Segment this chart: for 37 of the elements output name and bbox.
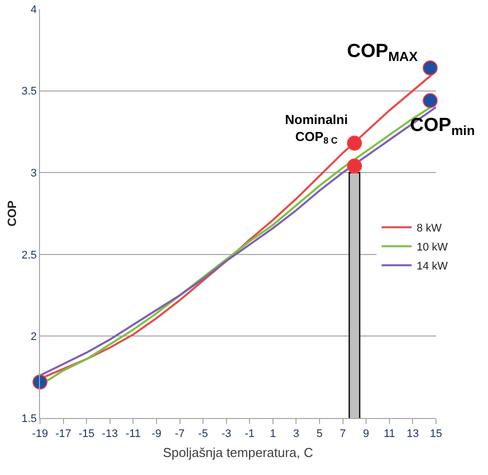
annotation: COP$_{MAX}$ bbox=[347, 41, 418, 64]
x-tick-label: 3 bbox=[293, 428, 300, 440]
y-axis-title: COP bbox=[4, 200, 19, 227]
x-tick-label: -11 bbox=[126, 428, 141, 440]
x-tick-label: 9 bbox=[363, 428, 370, 440]
annotation: COP$_{min}$ bbox=[410, 115, 475, 138]
x-tick-label: 7 bbox=[340, 428, 346, 440]
x-tick-label: -19 bbox=[32, 428, 48, 440]
y-tick-label: 2 bbox=[30, 331, 37, 344]
x-tick-label: -13 bbox=[102, 428, 118, 440]
x-tick-label: -5 bbox=[198, 428, 208, 440]
x-axis-title: Spoljašnja temperatura, C bbox=[162, 444, 314, 460]
x-tick-label: -9 bbox=[152, 428, 162, 440]
y-tick-label: 2.5 bbox=[22, 249, 37, 262]
point bbox=[422, 60, 438, 76]
point bbox=[422, 93, 438, 108]
legend-label: 10 kW bbox=[416, 242, 448, 254]
y-tick-label: 1.5 bbox=[22, 412, 37, 425]
x-tick-label: -3 bbox=[221, 428, 232, 440]
annotation: Nominalni COP$_{8 C}$ bbox=[285, 112, 348, 146]
x-tick-label: -15 bbox=[78, 428, 95, 440]
y-tick-label: 3.5 bbox=[22, 86, 37, 98]
point bbox=[32, 374, 48, 390]
x-tick-label: 5 bbox=[316, 428, 323, 440]
legend-label: 8 kW bbox=[416, 222, 442, 235]
y-tick-label: 4 bbox=[30, 4, 37, 16]
x-tick-label: -1 bbox=[244, 428, 255, 440]
x-tick-label: 15 bbox=[430, 428, 442, 440]
point bbox=[346, 136, 362, 151]
y-tick-label: 3 bbox=[30, 167, 37, 180]
x-tick-label: 13 bbox=[406, 428, 419, 440]
x-tick-label: -7 bbox=[174, 428, 185, 440]
legend-label: 14 kW bbox=[416, 260, 448, 273]
x-tick-label: 11 bbox=[384, 428, 396, 440]
point bbox=[346, 158, 362, 174]
x-tick-label: -17 bbox=[55, 428, 72, 440]
x-tick-label: 1 bbox=[270, 428, 276, 440]
